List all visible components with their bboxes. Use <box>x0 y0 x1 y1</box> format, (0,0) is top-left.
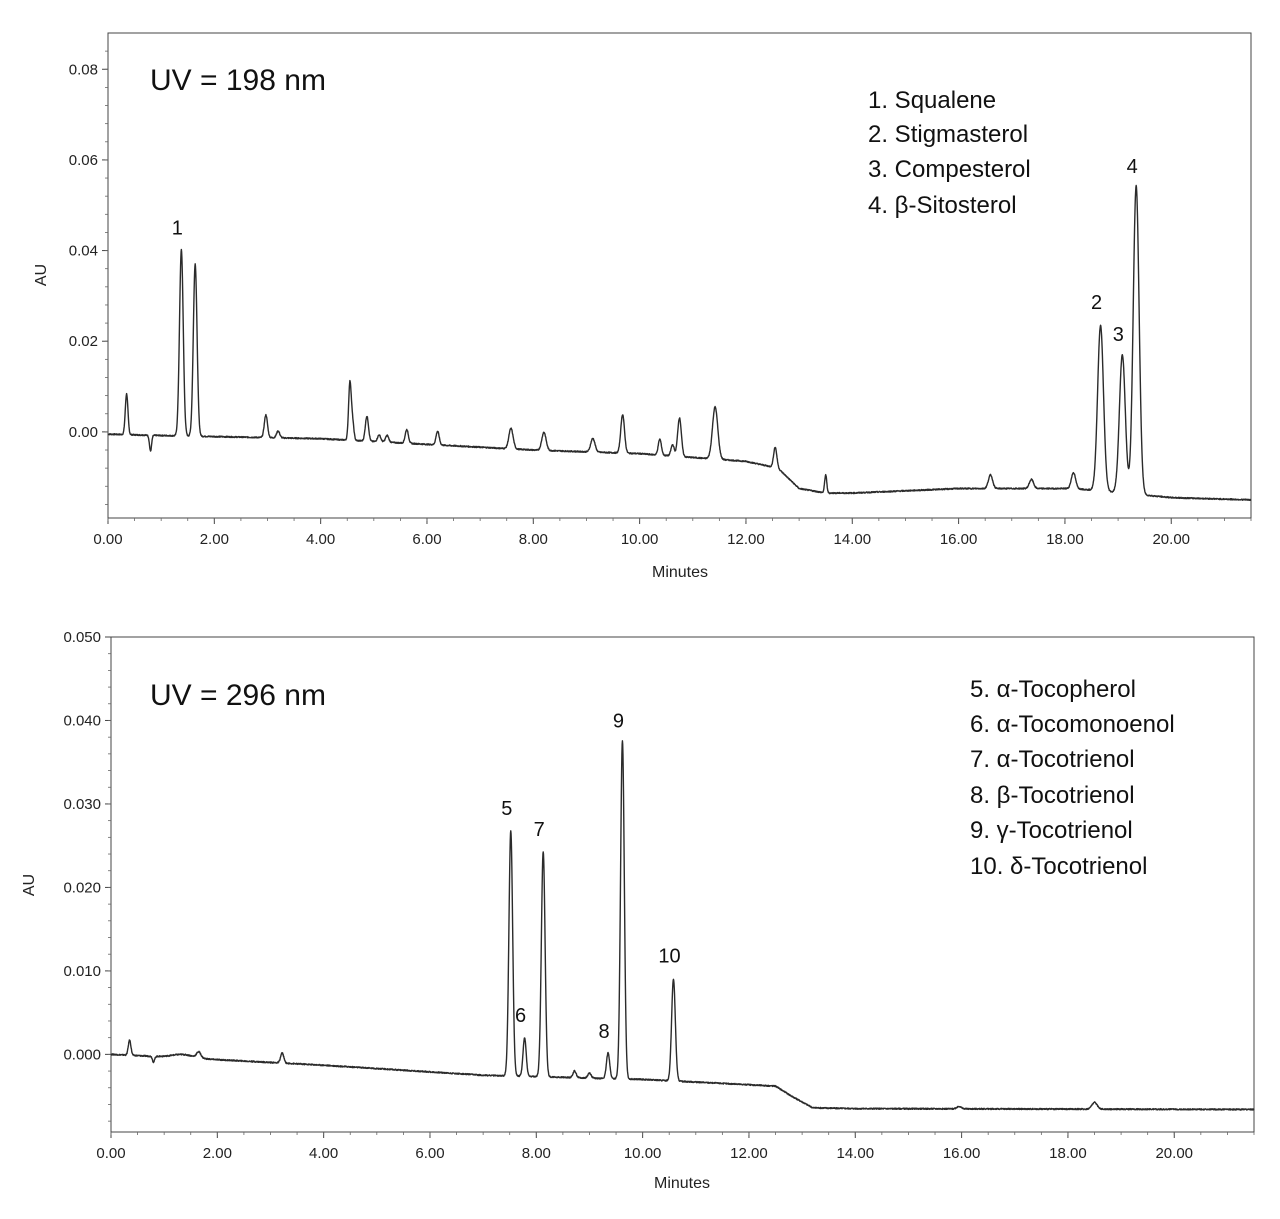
chart-panel-198nm: 0.00 0.02 0.04 0.06 0.08 0.00 2.00 4.00 6.00 8.0… <box>33 32 1252 581</box>
plot-frame <box>110 636 1255 1133</box>
y-axis-label: AU <box>33 264 50 286</box>
legend-item: 5. α-Tocopherol <box>970 676 1136 703</box>
legend-item: 6. α-Tocomonoenol <box>970 711 1175 738</box>
x-tick-label: 0.00 <box>93 531 122 548</box>
x-tick-label: 14.00 <box>834 531 872 548</box>
x-tick-label: 14.00 <box>837 1145 875 1162</box>
peak-label: 5 <box>501 798 512 820</box>
x-tick-label: 12.00 <box>730 1145 768 1162</box>
x-tick-label: 16.00 <box>943 1145 981 1162</box>
x-axis-ticks: 0.00 2.00 4.00 6.00 8.00 10.00 12.00 14.00 16.00… <box>96 1132 1255 1162</box>
peak-labels: 1 23 4 <box>172 156 1138 346</box>
peak-label: 1 <box>172 217 183 239</box>
x-tick-label: 8.00 <box>522 1145 551 1162</box>
chart-title: UV = 198 nm <box>150 64 326 97</box>
y-axis-ticks: 0.00 0.02 0.04 0.06 0.08 <box>69 50 108 505</box>
peak-label: 8 <box>599 1021 610 1043</box>
y-tick-label: 0.04 <box>69 243 98 260</box>
x-axis-ticks: 0.00 2.00 4.00 6.00 8.00 10.00 12.00 14.00 16.00… <box>93 518 1252 548</box>
peak-label: 7 <box>534 819 545 841</box>
y-tick-label: 0.000 <box>63 1046 101 1063</box>
y-tick-label: 0.010 <box>63 963 101 980</box>
x-tick-label: 20.00 <box>1152 531 1190 548</box>
legend-item: 1. Squalene <box>868 87 996 114</box>
x-tick-label: 10.00 <box>621 531 659 548</box>
x-tick-label: 4.00 <box>306 531 335 548</box>
legend-item: 4. β-Sitosterol <box>868 192 1017 219</box>
y-tick-label: 0.040 <box>63 712 101 729</box>
legend: 5. α-Tocopherol 6. α-Tocomonoenol 7. α-T… <box>970 676 1175 880</box>
x-tick-label: 12.00 <box>727 531 765 548</box>
x-tick-label: 2.00 <box>200 531 229 548</box>
legend-item: 7. α-Tocotrienol <box>970 746 1135 773</box>
y-tick-label: 0.030 <box>63 796 101 813</box>
chart-panel-296nm: 0.000 0.010 0.020 0.030 0.040 0.050 0.00 2.00 4… <box>21 629 1255 1192</box>
legend-item: 8. β-Tocotrienol <box>970 782 1135 809</box>
chromatogram-trace <box>110 740 1255 1111</box>
peak-label: 9 <box>613 710 624 732</box>
x-tick-label: 8.00 <box>519 531 548 548</box>
y-tick-label: 0.02 <box>69 333 98 350</box>
y-tick-label: 0.06 <box>69 152 98 169</box>
x-tick-label: 18.00 <box>1049 1145 1087 1162</box>
legend-item: 10. δ-Tocotrienol <box>970 853 1147 880</box>
x-tick-label: 4.00 <box>309 1145 338 1162</box>
x-tick-label: 10.00 <box>624 1145 662 1162</box>
chromatogram-trace <box>107 184 1252 501</box>
x-axis-label: Minutes <box>654 1175 710 1192</box>
x-tick-label: 0.00 <box>96 1145 125 1162</box>
peak-label: 3 <box>1113 324 1124 346</box>
legend-item: 2. Stigmasterol <box>868 121 1028 148</box>
x-tick-label: 16.00 <box>940 531 978 548</box>
y-tick-label: 0.020 <box>63 879 101 896</box>
legend: 1. Squalene 2. Stigmasterol 3. Compester… <box>868 87 1031 219</box>
x-tick-label: 6.00 <box>415 1145 444 1162</box>
peak-labels: 5 6 7 8 9 10 <box>501 710 680 1043</box>
x-axis-label: Minutes <box>652 564 708 581</box>
y-tick-label: 0.00 <box>69 424 98 441</box>
peak-label: 4 <box>1127 156 1138 178</box>
x-tick-label: 18.00 <box>1046 531 1084 548</box>
y-axis-ticks: 0.000 0.010 0.020 0.030 0.040 0.050 <box>63 629 111 1122</box>
peak-label: 10 <box>658 946 680 968</box>
y-axis-label: AU <box>21 874 38 896</box>
y-tick-label: 0.08 <box>69 61 98 78</box>
x-tick-label: 20.00 <box>1155 1145 1193 1162</box>
peak-label: 6 <box>515 1005 526 1027</box>
x-tick-label: 2.00 <box>203 1145 232 1162</box>
legend-item: 9. γ-Tocotrienol <box>970 817 1133 844</box>
plot-frame <box>107 32 1252 519</box>
legend-item: 3. Compesterol <box>868 156 1031 183</box>
peak-label: 2 <box>1091 292 1102 314</box>
y-tick-label: 0.050 <box>63 629 101 646</box>
chart-title: UV = 296 nm <box>150 679 326 712</box>
x-tick-label: 6.00 <box>412 531 441 548</box>
